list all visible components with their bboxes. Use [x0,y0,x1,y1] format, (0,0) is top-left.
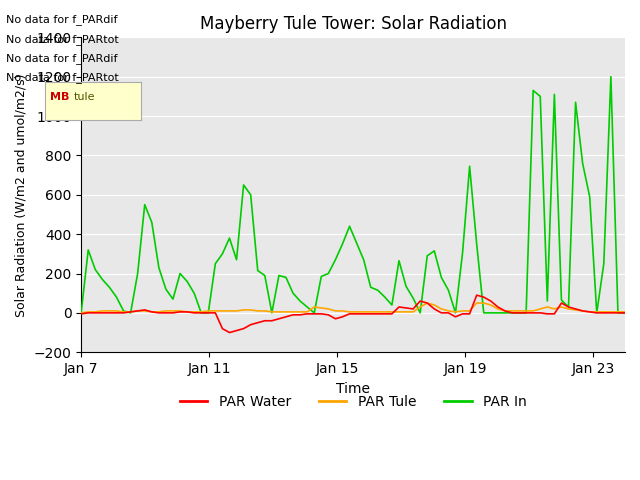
X-axis label: Time: Time [336,382,370,396]
Title: Mayberry Tule Tower: Solar Radiation: Mayberry Tule Tower: Solar Radiation [200,15,507,33]
Text: No data for f_PARdif: No data for f_PARdif [6,14,118,25]
Text: No data for f_PARdif: No data for f_PARdif [6,53,118,64]
Text: No data for f_PARtot: No data for f_PARtot [6,72,119,83]
Text: No data for f_PARtot: No data for f_PARtot [6,34,119,45]
Y-axis label: Solar Radiation (W/m2 and umol/m2/s): Solar Radiation (W/m2 and umol/m2/s) [15,73,28,316]
Text: tule: tule [74,92,95,102]
Legend: PAR Water, PAR Tule, PAR In: PAR Water, PAR Tule, PAR In [174,389,532,415]
Text: MB: MB [50,92,69,102]
